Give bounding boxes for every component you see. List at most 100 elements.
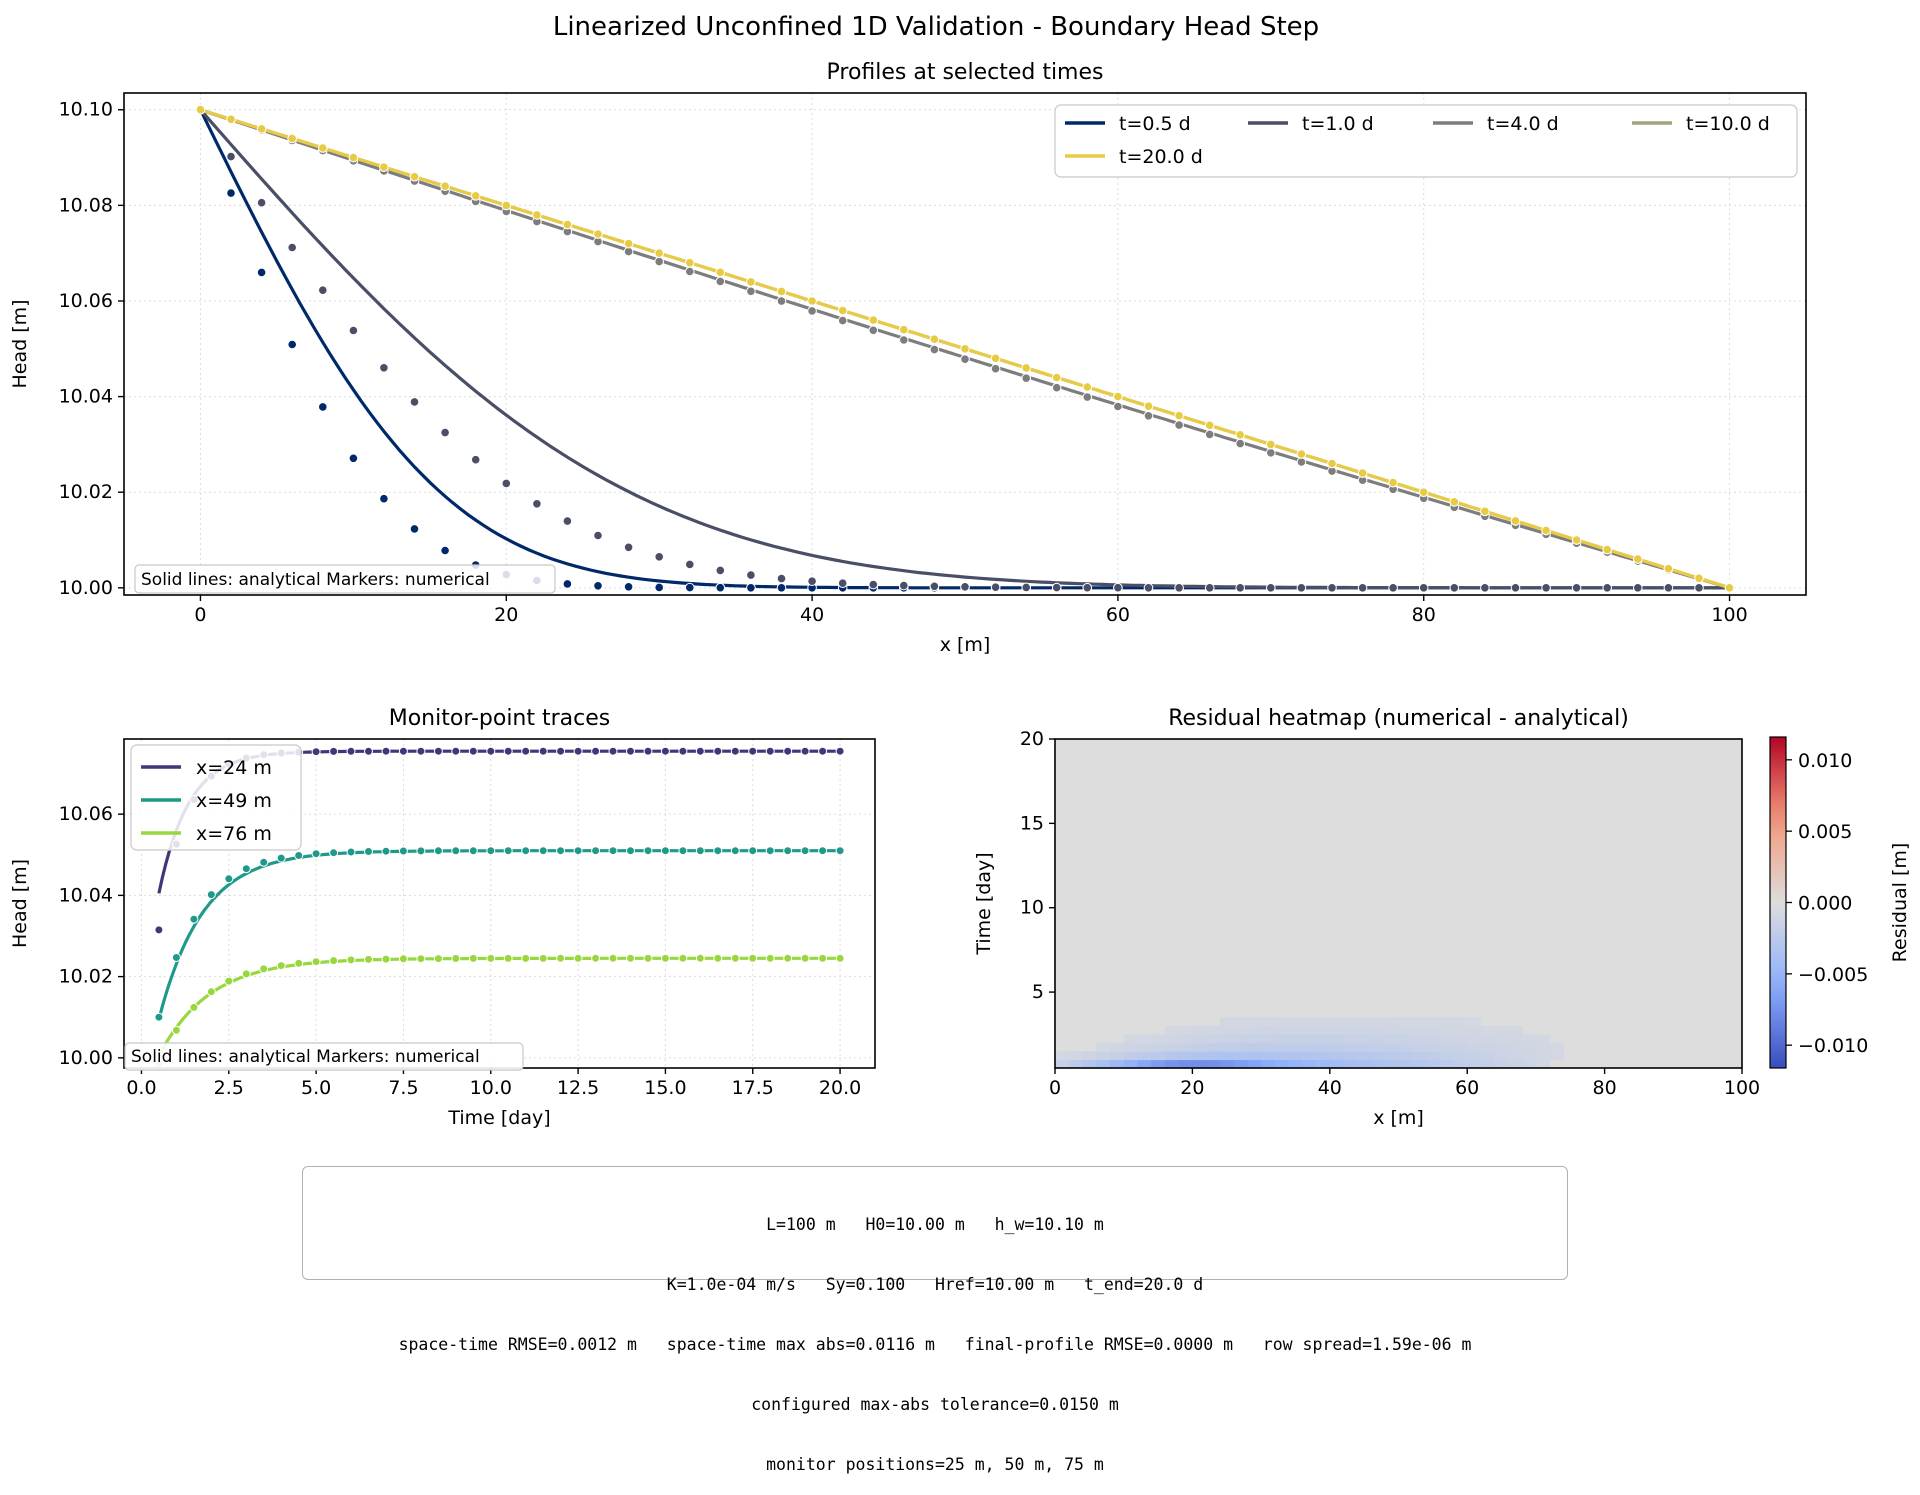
heatmap-cell [1357, 1025, 1372, 1035]
heatmap-cell [1164, 1034, 1180, 1044]
series-marker [593, 530, 603, 541]
series-marker [379, 162, 389, 172]
heatmap-cell [1206, 1042, 1221, 1052]
info-line: space-time RMSE=0.0012 m space-time max … [398, 1335, 1472, 1354]
heatmap-cell [1233, 1051, 1248, 1061]
series-marker [381, 746, 391, 756]
series-marker [1296, 449, 1307, 459]
series-marker [623, 542, 634, 553]
series-marker [818, 746, 828, 756]
series-marker [678, 953, 688, 963]
series-marker [591, 953, 601, 963]
heatmap-cell [1233, 1042, 1248, 1052]
series-marker [623, 246, 634, 257]
heatmap-cell [1164, 1059, 1180, 1069]
heatmap-cell [1082, 1051, 1097, 1061]
heatmap-cell [1398, 1059, 1413, 1069]
series-marker [348, 453, 359, 464]
heatmap-cell [1398, 1017, 1413, 1027]
x-tick-label: 17.5 [732, 1077, 774, 1099]
series-marker [678, 746, 688, 756]
series-marker [171, 1025, 181, 1035]
heatmap-cell [1467, 1059, 1482, 1069]
series-marker [643, 746, 653, 756]
series-marker [713, 746, 723, 756]
y-tick-label: 15 [1020, 812, 1044, 834]
series-marker [503, 746, 513, 756]
series-marker [1143, 583, 1154, 593]
colorbar-tick-label: 0.000 [1798, 893, 1852, 915]
colorbar-label: Residual [m] [1889, 843, 1911, 963]
heatmap-cell [1480, 1059, 1496, 1069]
series-marker [206, 987, 216, 997]
heatmap-cell [1412, 1051, 1427, 1061]
legend-box [130, 744, 302, 851]
series-marker [643, 953, 653, 963]
heatmap-cell [1151, 1059, 1166, 1069]
series-line [199, 108, 1730, 590]
series-marker [1541, 525, 1551, 536]
heatmap-cell [1549, 1042, 1564, 1052]
series-marker [311, 957, 321, 967]
heatmap-cell [1178, 1051, 1193, 1061]
x-tick-label: 20 [494, 604, 518, 626]
heatmap-cell [1522, 1042, 1537, 1052]
series-marker [573, 746, 583, 756]
heatmap-cell [1535, 1059, 1551, 1069]
colorbar-tick-label: −0.005 [1798, 964, 1868, 986]
series-marker [748, 846, 758, 856]
y-tick-label: 10.00 [59, 1047, 113, 1069]
series-marker [1480, 583, 1490, 593]
x-tick-label: 80 [1412, 604, 1436, 626]
legend-box [1054, 104, 1798, 178]
series-marker [746, 286, 756, 297]
heatmap-cell [1192, 1025, 1207, 1035]
heatmap-cell [1261, 1042, 1276, 1052]
series-marker [1174, 410, 1184, 421]
heatmap-cell [1274, 1042, 1290, 1052]
series-marker [654, 582, 665, 593]
series-marker [1327, 583, 1337, 593]
heatmap-cell [1398, 1042, 1413, 1052]
heatmap-cell [1412, 1017, 1427, 1027]
series-marker [1510, 583, 1521, 593]
series-marker [818, 846, 828, 856]
series-marker [226, 114, 236, 125]
heatmap-cell [1178, 1025, 1193, 1035]
heatmap-cell [1398, 1051, 1413, 1061]
heatmap-cell [1233, 1017, 1248, 1027]
info-line: configured max-abs tolerance=0.0150 m [751, 1395, 1119, 1414]
series-marker [1266, 448, 1276, 458]
series-marker [538, 846, 548, 856]
series-marker [1357, 583, 1368, 593]
heatmap-cell [1480, 1025, 1496, 1035]
series-marker [960, 344, 970, 354]
series-marker [1266, 439, 1276, 450]
series-marker [783, 746, 793, 756]
x-tick-label: 15.0 [644, 1077, 686, 1099]
heatmap-cell [1096, 1051, 1111, 1061]
series-marker [440, 545, 450, 556]
series-marker [1051, 582, 1062, 593]
series-marker [521, 746, 531, 756]
series-marker [868, 579, 879, 590]
series-marker [501, 200, 512, 211]
series-marker [800, 846, 810, 856]
series-marker [685, 257, 695, 268]
x-tick-label: 0.0 [126, 1077, 156, 1099]
heatmap-cell [1453, 1017, 1468, 1027]
heatmap-cell [1343, 1034, 1358, 1044]
series-marker [256, 197, 267, 208]
y-axis-label: Head [m] [9, 299, 31, 388]
heatmap-cell [1343, 1051, 1358, 1061]
heatmap-cell [1137, 1034, 1152, 1044]
heatmap-cell [1192, 1034, 1207, 1044]
series-marker [1174, 420, 1184, 430]
heatmap-cell [1055, 1059, 1070, 1069]
heatmap-cell [1480, 1051, 1496, 1061]
series-marker [451, 954, 461, 963]
series-marker [379, 493, 389, 504]
series-marker [1327, 458, 1337, 469]
heatmap-cell [1261, 1059, 1276, 1069]
series-marker [715, 565, 726, 576]
